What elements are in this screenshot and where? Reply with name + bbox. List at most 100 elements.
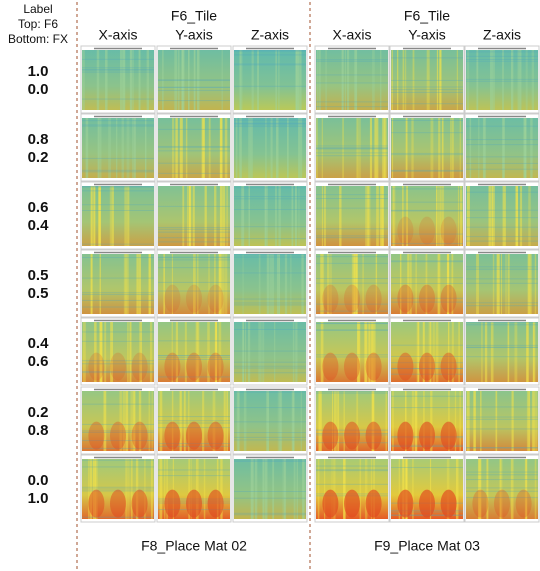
stripe bbox=[451, 254, 454, 314]
band bbox=[234, 298, 306, 300]
band bbox=[466, 217, 538, 219]
stripe bbox=[454, 391, 457, 451]
stripe bbox=[515, 186, 518, 246]
stripe bbox=[343, 459, 346, 519]
spectrogram bbox=[156, 249, 232, 318]
band bbox=[466, 236, 538, 238]
blob bbox=[440, 421, 457, 450]
stripe bbox=[417, 322, 420, 382]
tile-image bbox=[234, 118, 306, 178]
spectrogram bbox=[314, 386, 390, 455]
band bbox=[82, 447, 154, 449]
band bbox=[391, 277, 463, 279]
tile-image bbox=[466, 391, 538, 451]
band bbox=[234, 436, 306, 438]
tile-image bbox=[158, 254, 230, 314]
stripe bbox=[159, 391, 163, 451]
row-label-bottom: 0.8 bbox=[28, 422, 49, 439]
band bbox=[158, 281, 230, 283]
stripe bbox=[428, 322, 432, 382]
band bbox=[82, 459, 154, 461]
stripe bbox=[356, 118, 359, 178]
stripe bbox=[138, 391, 142, 451]
spectrogram bbox=[314, 317, 390, 386]
stripe bbox=[450, 118, 452, 178]
blob bbox=[419, 421, 435, 450]
spectrogram bbox=[232, 317, 308, 386]
tile-image bbox=[82, 50, 154, 110]
stripe bbox=[280, 391, 283, 451]
band bbox=[158, 86, 230, 88]
stripe bbox=[457, 186, 460, 246]
stripe bbox=[333, 391, 337, 451]
band bbox=[82, 98, 154, 100]
stripe bbox=[510, 50, 514, 110]
stripe bbox=[476, 50, 479, 110]
stripe bbox=[139, 322, 143, 382]
blob bbox=[397, 489, 414, 518]
stripe bbox=[241, 186, 245, 246]
band bbox=[391, 132, 463, 134]
band bbox=[466, 346, 538, 348]
band bbox=[391, 91, 463, 93]
tile-image bbox=[234, 322, 306, 382]
stripe bbox=[474, 391, 476, 451]
stripe bbox=[476, 254, 479, 314]
band bbox=[391, 243, 463, 245]
stripe bbox=[426, 50, 430, 110]
stripe bbox=[502, 50, 505, 110]
band bbox=[316, 356, 388, 358]
stripe bbox=[264, 186, 267, 246]
stripe bbox=[435, 322, 439, 382]
band bbox=[234, 238, 306, 240]
stripe bbox=[226, 391, 228, 451]
stripe bbox=[412, 50, 415, 110]
blob bbox=[186, 489, 202, 518]
label-header: Bottom: FX bbox=[8, 32, 68, 46]
blob bbox=[365, 284, 382, 313]
stripe bbox=[188, 459, 190, 519]
stripe bbox=[97, 118, 100, 178]
blob bbox=[207, 284, 224, 313]
band bbox=[158, 228, 230, 230]
row-label-top: 0.5 bbox=[28, 267, 49, 284]
band bbox=[466, 446, 538, 448]
stripe bbox=[414, 391, 418, 451]
spectrogram bbox=[80, 45, 156, 114]
band bbox=[391, 119, 463, 121]
band bbox=[158, 150, 230, 152]
panel-caption: F9_Place Mat 03 bbox=[374, 538, 480, 554]
band bbox=[82, 292, 154, 294]
band bbox=[466, 156, 538, 158]
blob bbox=[440, 352, 457, 381]
stripe bbox=[126, 322, 129, 382]
row-label-bottom: 0.6 bbox=[28, 353, 49, 370]
stripe bbox=[214, 254, 216, 314]
stripe bbox=[184, 322, 187, 382]
band bbox=[82, 294, 154, 296]
band bbox=[466, 418, 538, 420]
stripe bbox=[219, 118, 223, 178]
stripe bbox=[126, 118, 130, 178]
band bbox=[234, 63, 306, 65]
stripe bbox=[402, 186, 404, 246]
band bbox=[466, 144, 538, 146]
stripe bbox=[90, 254, 93, 314]
stripe bbox=[367, 322, 371, 382]
stripe bbox=[177, 50, 180, 110]
band bbox=[82, 360, 154, 362]
stripe bbox=[430, 118, 434, 178]
stripe bbox=[503, 118, 505, 178]
spectrogram bbox=[464, 386, 540, 455]
band bbox=[316, 237, 388, 239]
stripe bbox=[392, 186, 394, 246]
blob bbox=[322, 489, 339, 518]
stripe bbox=[244, 322, 246, 382]
band bbox=[466, 55, 538, 57]
stripe bbox=[459, 186, 463, 246]
stripe bbox=[218, 254, 222, 314]
band bbox=[158, 256, 230, 258]
band bbox=[466, 305, 538, 307]
band bbox=[82, 299, 154, 301]
stripe bbox=[524, 459, 528, 519]
